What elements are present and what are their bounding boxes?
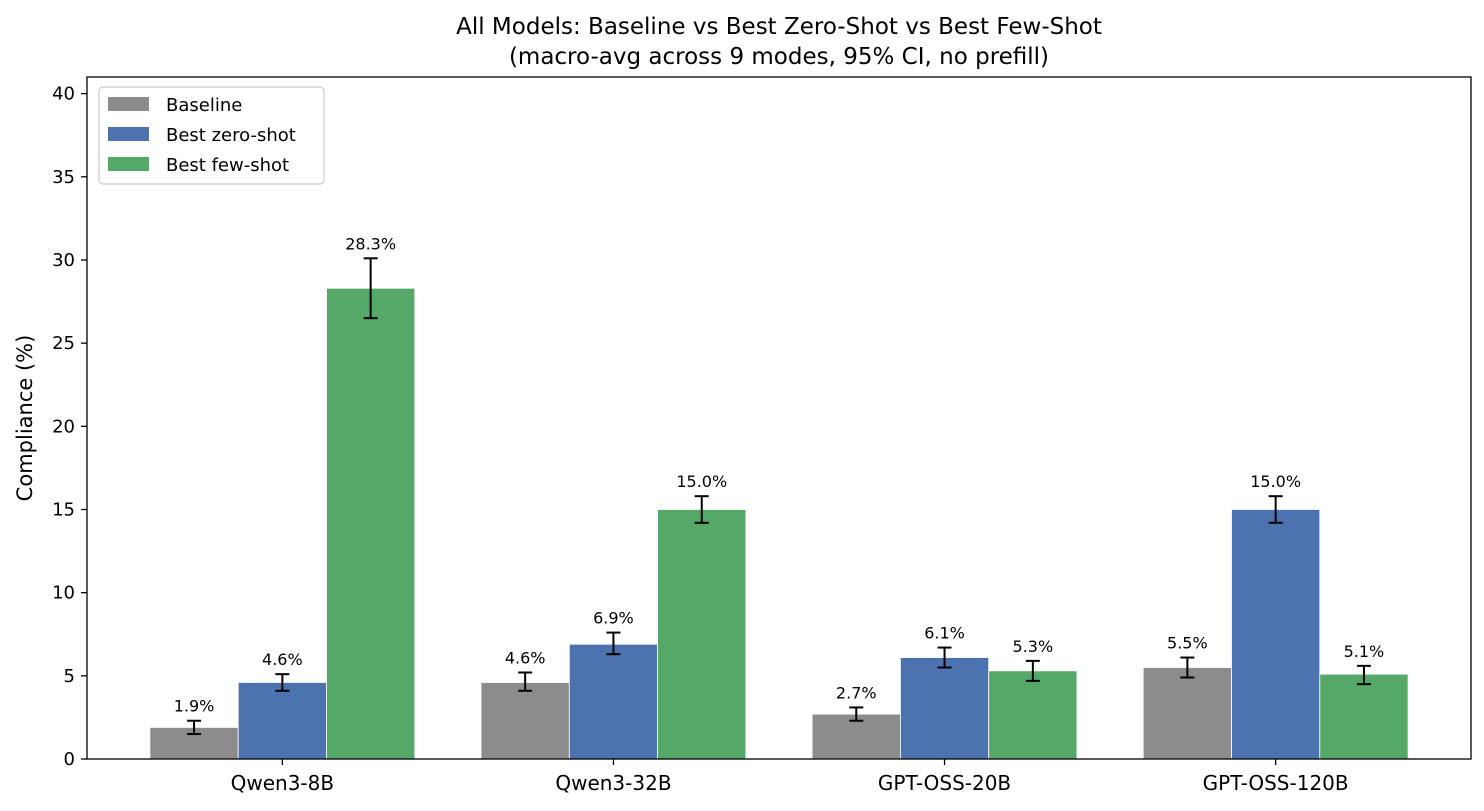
- y-tick-label: 5: [64, 666, 75, 687]
- error-bars-layer: [187, 257, 1371, 736]
- x-tick-label: GPT-OSS-20B: [878, 771, 1011, 795]
- bar: [237, 682, 327, 760]
- bar: [1319, 673, 1409, 760]
- bar: [568, 643, 658, 760]
- bar: [326, 287, 416, 760]
- bar: [657, 509, 747, 760]
- data-label: 5.3%: [1013, 637, 1054, 656]
- bar: [1231, 509, 1321, 760]
- x-tick-label: Qwen3-32B: [555, 771, 671, 795]
- legend-label: Best zero-shot: [166, 125, 296, 146]
- data-label: 1.9%: [174, 697, 215, 716]
- legend-box: [98, 86, 325, 185]
- bar: [900, 657, 990, 760]
- y-tick-label: 40: [52, 84, 75, 105]
- y-tick-label: 25: [52, 333, 75, 354]
- legend-swatch: [108, 97, 149, 111]
- y-tick-label: 0: [64, 749, 75, 770]
- bar: [480, 682, 570, 760]
- data-label: 6.1%: [924, 624, 965, 643]
- data-label: 4.6%: [262, 650, 303, 669]
- x-tick-label: GPT-OSS-120B: [1203, 771, 1349, 795]
- legend-label: Best few-shot: [166, 155, 289, 176]
- data-label: 28.3%: [345, 234, 396, 253]
- bar: [1142, 667, 1232, 760]
- y-tick-label: 15: [52, 499, 75, 520]
- bar: [988, 670, 1078, 760]
- y-axis: 0 5 10 15 20 25 30 35 40: [52, 84, 87, 770]
- chart-title: All Models: Baseline vs Best Zero-Shot v…: [456, 14, 1102, 40]
- plot-frame: [86, 76, 1472, 760]
- data-label: 15.0%: [676, 472, 727, 491]
- y-tick-label: 35: [52, 167, 75, 188]
- x-axis: Qwen3-8B Qwen3-32B GPT-OSS-20B GPT-OSS-120B: [231, 759, 1349, 795]
- y-tick-label: 30: [52, 250, 75, 271]
- value-labels-layer: 1.9% 4.6% 2.7% 5.5% 4.6% 6.9% 6.1% 15.0% 28.3% 15…: [174, 234, 1385, 715]
- data-label: 4.6%: [505, 649, 546, 668]
- data-label: 5.1%: [1344, 642, 1385, 661]
- y-tick-label: 10: [52, 583, 75, 604]
- x-tick-label: Qwen3-8B: [231, 771, 334, 795]
- bars-layer: [149, 287, 1409, 760]
- y-axis-label: Compliance (%): [13, 335, 37, 502]
- data-label: 5.5%: [1167, 634, 1208, 653]
- data-label: 6.9%: [593, 609, 634, 628]
- legend: Baseline Best zero-shot Best few-shot: [98, 86, 325, 185]
- data-label: 15.0%: [1250, 472, 1301, 491]
- legend-swatch: [108, 127, 149, 141]
- legend-label: Baseline: [166, 95, 242, 116]
- legend-swatch: [108, 157, 149, 171]
- y-tick-label: 20: [52, 416, 75, 437]
- chart-subtitle: (macro-avg across 9 modes, 95% CI, no pr…: [509, 44, 1049, 70]
- data-label: 2.7%: [836, 683, 877, 702]
